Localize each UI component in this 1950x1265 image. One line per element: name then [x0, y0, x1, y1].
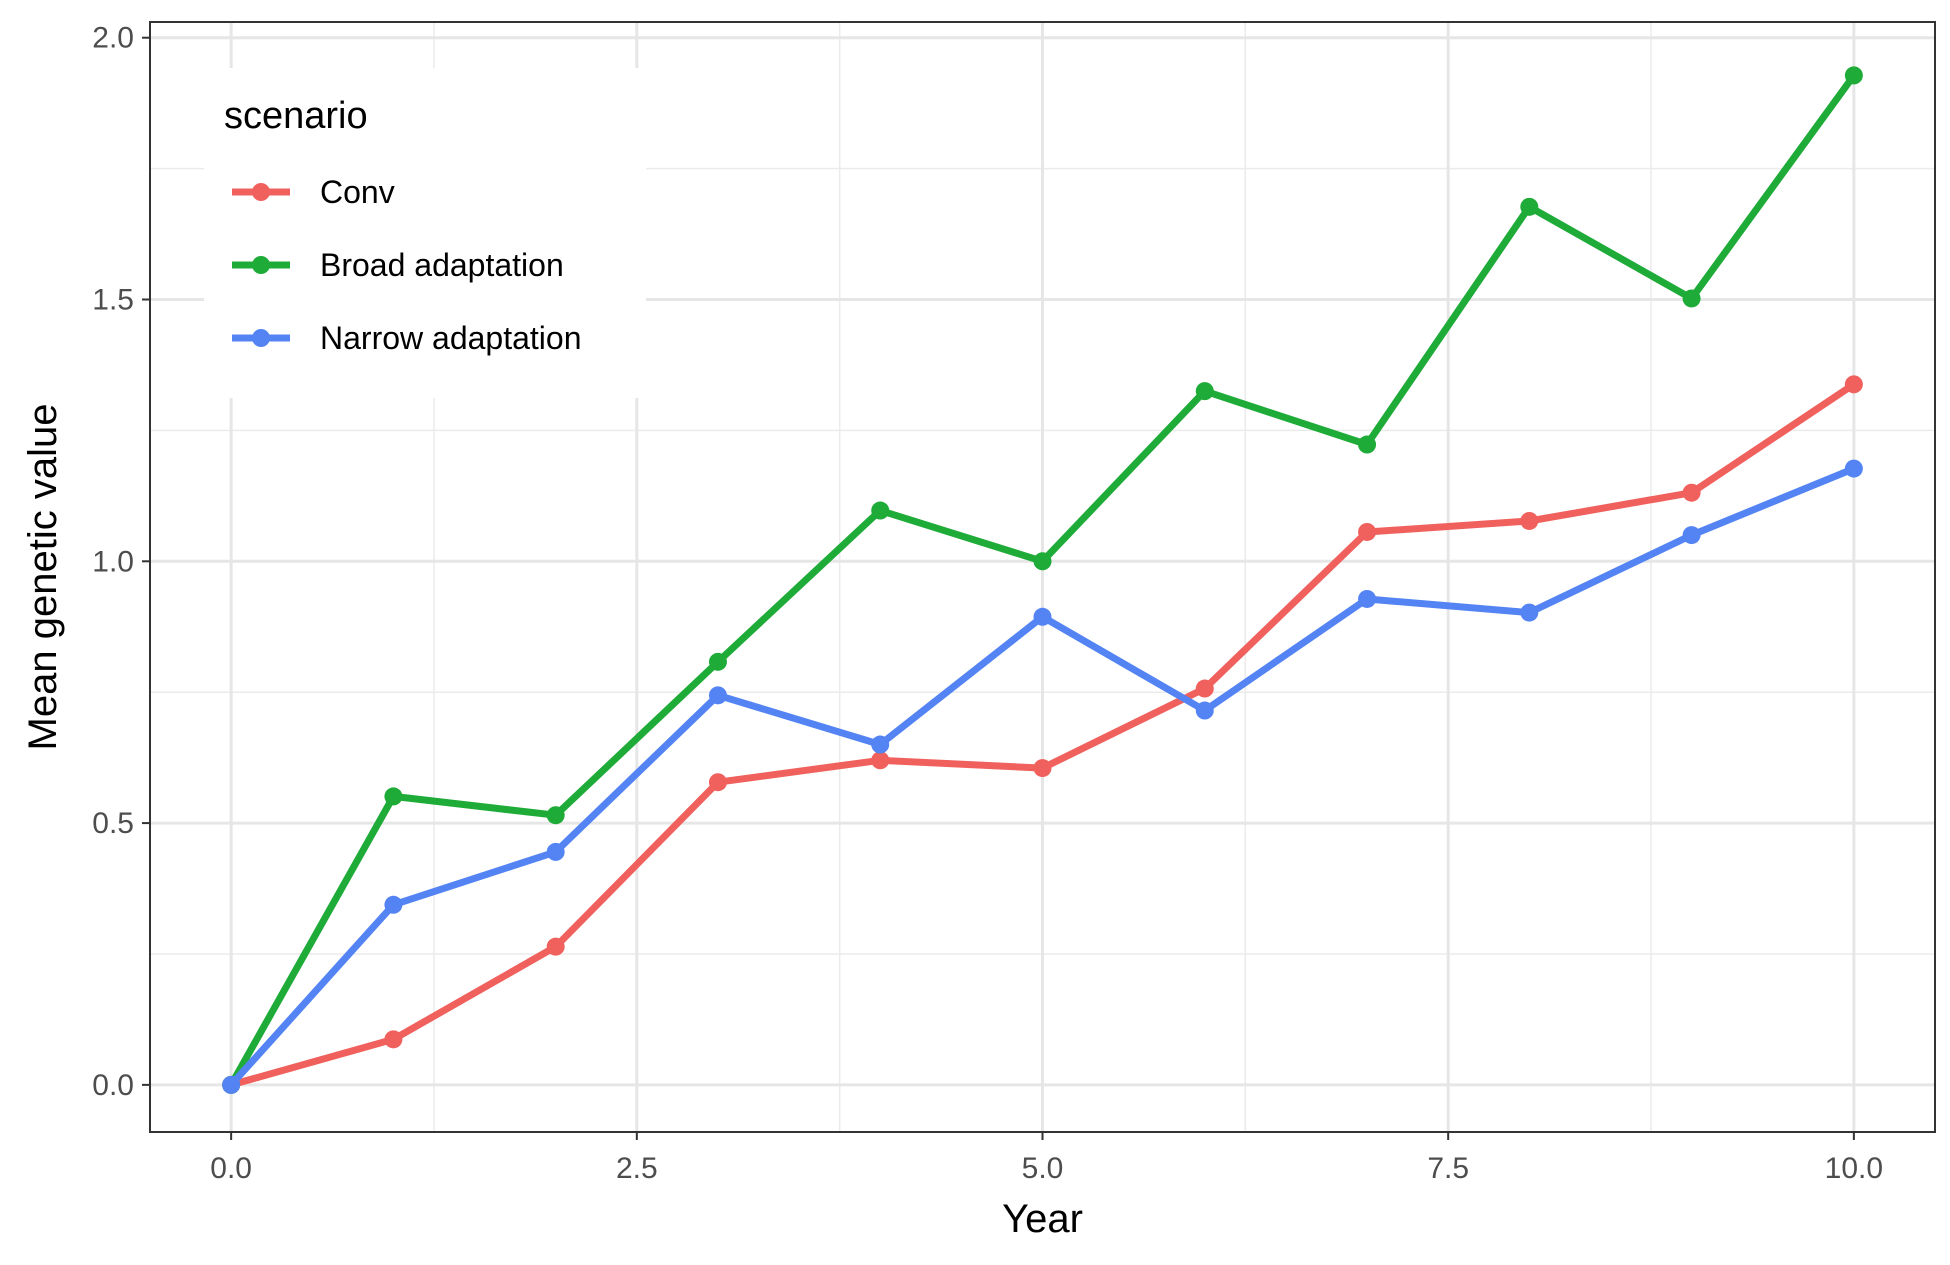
legend-label: Narrow adaptation: [320, 320, 581, 356]
series-point: [1358, 435, 1377, 454]
series-point: [222, 1075, 241, 1094]
y-tick-label: 1.0: [92, 545, 134, 578]
series-point: [384, 1030, 403, 1049]
y-tick-label: 0.0: [92, 1069, 134, 1102]
series-1: [222, 66, 1863, 1094]
legend: scenario Conv Broad adaptation Narrow adapt…: [204, 68, 646, 398]
y-axis-title: Mean genetic value: [21, 404, 65, 751]
series-point: [1358, 589, 1377, 608]
series-point: [708, 686, 727, 705]
series-point: [1520, 603, 1539, 622]
series-point: [1195, 382, 1214, 401]
y-tick-label: 0.5: [92, 807, 134, 840]
y-tick-label: 1.5: [92, 284, 134, 317]
series-point: [1682, 289, 1701, 308]
series-point: [708, 652, 727, 671]
series-point: [1033, 607, 1052, 626]
series-point: [1844, 459, 1863, 478]
series-point: [708, 773, 727, 792]
x-axis-title: Year: [1002, 1197, 1083, 1241]
x-tick-label: 2.5: [616, 1152, 658, 1185]
series-point: [871, 751, 890, 770]
legend-label: Broad adaptation: [320, 247, 564, 283]
series-point: [1844, 66, 1863, 85]
series-point: [1195, 701, 1214, 720]
series-point: [1844, 375, 1863, 394]
x-tick-label: 0.0: [210, 1152, 252, 1185]
legend-key-point: [252, 329, 270, 347]
series-point: [546, 937, 565, 956]
x-tick-label: 7.5: [1427, 1152, 1469, 1185]
series-point: [1682, 526, 1701, 545]
series-point: [1033, 552, 1052, 571]
legend-title: scenario: [224, 95, 368, 137]
series-point: [546, 842, 565, 861]
series-point: [1358, 522, 1377, 541]
series-point: [1520, 197, 1539, 216]
series-point: [384, 895, 403, 914]
series-point: [1033, 759, 1052, 778]
x-tick-label: 10.0: [1825, 1152, 1883, 1185]
series-point: [1520, 511, 1539, 530]
series-point: [871, 735, 890, 754]
x-tick-label: 5.0: [1022, 1152, 1064, 1185]
legend-key-point: [252, 256, 270, 274]
legend-background: [204, 68, 646, 398]
series-point: [1682, 483, 1701, 502]
series-point: [1195, 679, 1214, 698]
legend-label: Conv: [320, 174, 395, 210]
series-point: [546, 806, 565, 825]
legend-key-point: [252, 183, 270, 201]
series-point: [384, 787, 403, 806]
y-tick-label: 2.0: [92, 22, 134, 55]
series-2: [222, 459, 1863, 1094]
series-point: [871, 501, 890, 520]
